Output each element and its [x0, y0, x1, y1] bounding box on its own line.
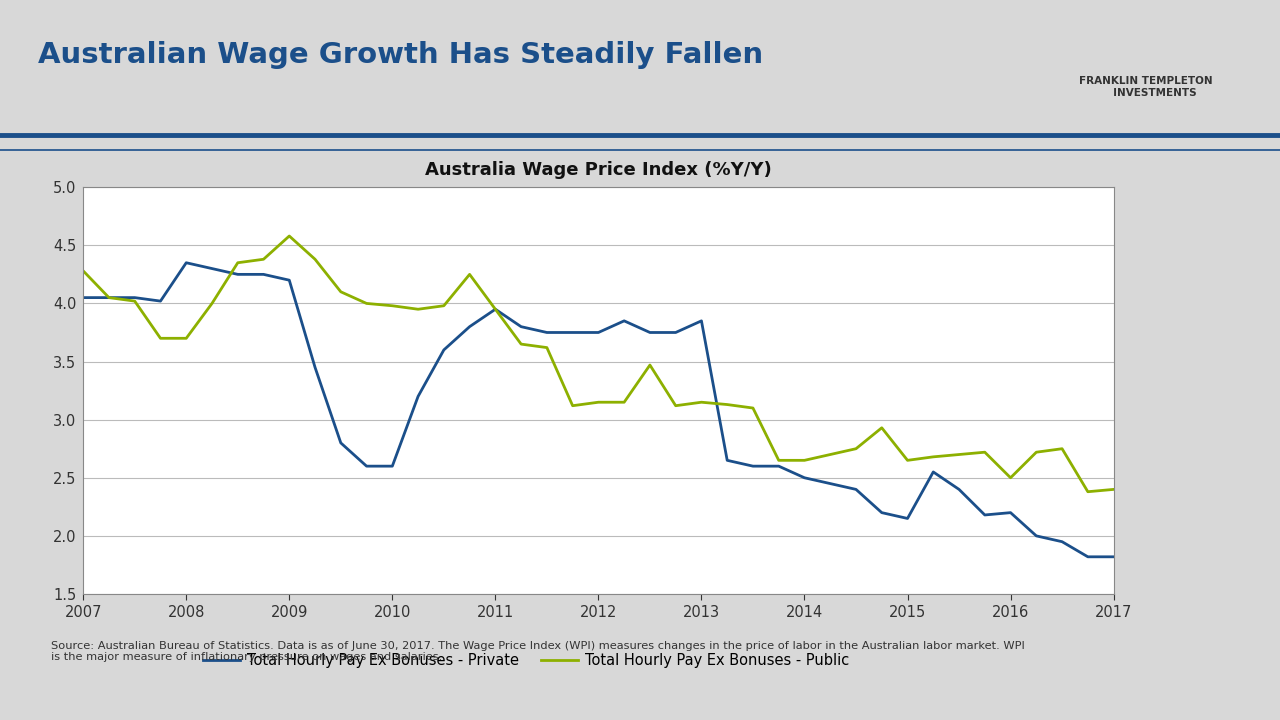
Text: FRANKLIN TEMPLETON
     INVESTMENTS: FRANKLIN TEMPLETON INVESTMENTS — [1079, 76, 1212, 98]
Text: Australian Wage Growth Has Steadily Fallen: Australian Wage Growth Has Steadily Fall… — [38, 42, 764, 69]
Legend: Total Hourly Pay Ex Bonuses - Private, Total Hourly Pay Ex Bonuses - Public: Total Hourly Pay Ex Bonuses - Private, T… — [197, 647, 855, 674]
Text: Source: Australian Bureau of Statistics. Data is as of June 30, 2017. The Wage P: Source: Australian Bureau of Statistics.… — [51, 641, 1025, 662]
Title: Australia Wage Price Index (%Y/Y): Australia Wage Price Index (%Y/Y) — [425, 161, 772, 179]
